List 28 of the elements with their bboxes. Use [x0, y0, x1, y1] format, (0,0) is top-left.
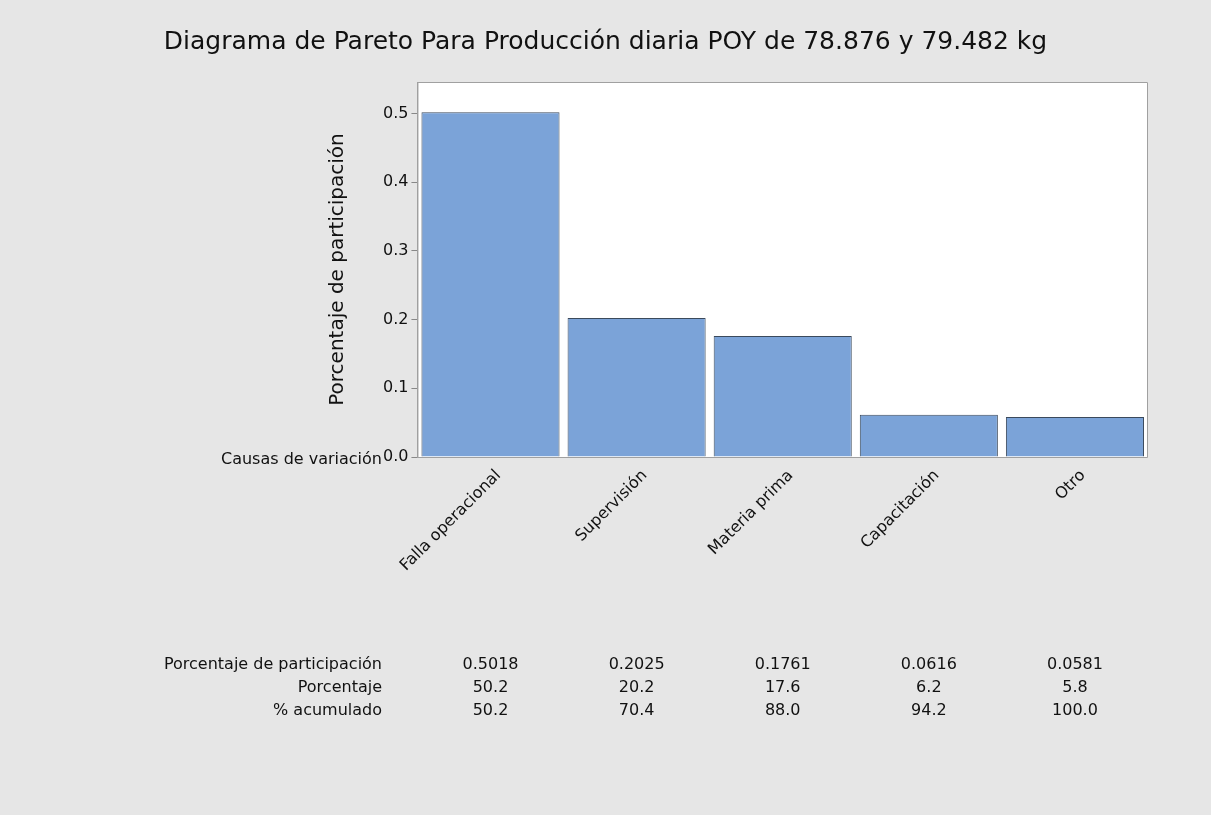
text: Porcentaje — [297, 677, 382, 697]
y-tick-label: 0.3 — [382, 240, 409, 260]
text: % acumulado — [273, 700, 382, 720]
y-tick-label: 0.1 — [382, 377, 409, 397]
text: 100.0 — [1052, 700, 1098, 720]
text: 6.2 — [916, 677, 942, 697]
data-label: 0.0581 — [1046, 654, 1103, 674]
data-label: 0.5018 — [462, 654, 519, 674]
text: 70.4 — [618, 700, 655, 720]
chart-title: Diagrama de Pareto Para Producción diaria POY de 78.876 y 79.482 kg — [163, 25, 1048, 55]
text: 17.6 — [764, 677, 801, 697]
text: 20.2 — [618, 677, 655, 697]
y-axis-title: Porcentaje de participación — [323, 133, 348, 406]
y-tick-label: 0.2 — [382, 308, 409, 328]
y-tick-label: 0.0 — [382, 446, 409, 466]
y-tick-label: 0.4 — [382, 171, 409, 191]
x-tick-label: Otro — [1050, 465, 1089, 504]
y-tick-label: 0.5 — [382, 102, 409, 122]
data-label: 0.2025 — [608, 654, 665, 674]
text: 94.2 — [911, 700, 947, 720]
text: 50.2 — [472, 700, 509, 720]
x-axis-title: Causas de variación — [220, 449, 382, 469]
text: 88.0 — [764, 700, 801, 720]
text: Porcentaje de participación — [163, 654, 382, 674]
text: 5.8 — [1062, 677, 1088, 697]
data-label: 0.1761 — [754, 654, 811, 674]
data-label: 0.0616 — [900, 654, 957, 674]
text: 50.2 — [472, 677, 509, 697]
